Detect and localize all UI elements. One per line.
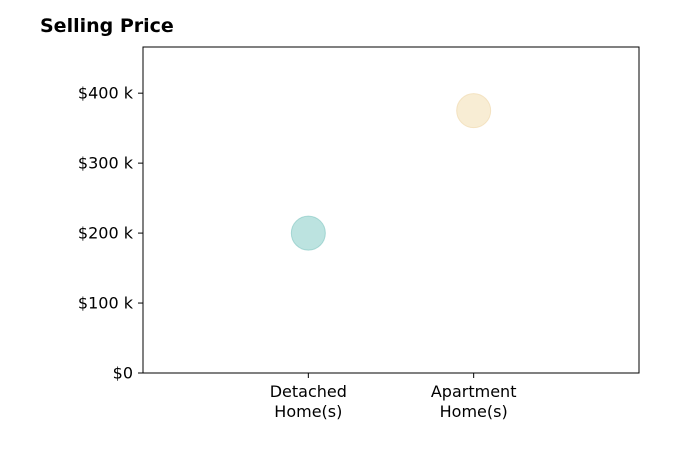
x-tick-label: Apartment Home(s) xyxy=(431,382,517,421)
data-points xyxy=(290,93,492,251)
y-axis: $0 $100 k $200 k $300 k $400 k xyxy=(78,84,143,383)
x-tick-label-line: Detached xyxy=(270,382,347,401)
x-tick-label-line: Home(s) xyxy=(274,402,342,421)
chart-title: Selling Price xyxy=(40,15,174,37)
y-tick-label: $200 k xyxy=(78,224,134,243)
x-tick-label-line: Apartment xyxy=(431,382,517,401)
y-tick-label: $0 xyxy=(113,364,133,383)
data-point xyxy=(290,215,326,251)
y-tick-label: $400 k xyxy=(78,84,134,103)
plot-area xyxy=(142,46,640,374)
data-point xyxy=(456,93,492,129)
x-axis: Detached Home(s)Apartment Home(s) xyxy=(270,373,517,421)
y-tick-label: $100 k xyxy=(78,294,134,313)
x-tick-label-line: Home(s) xyxy=(440,402,508,421)
y-tick-label: $300 k xyxy=(78,154,134,173)
x-tick-label: Detached Home(s) xyxy=(270,382,347,421)
